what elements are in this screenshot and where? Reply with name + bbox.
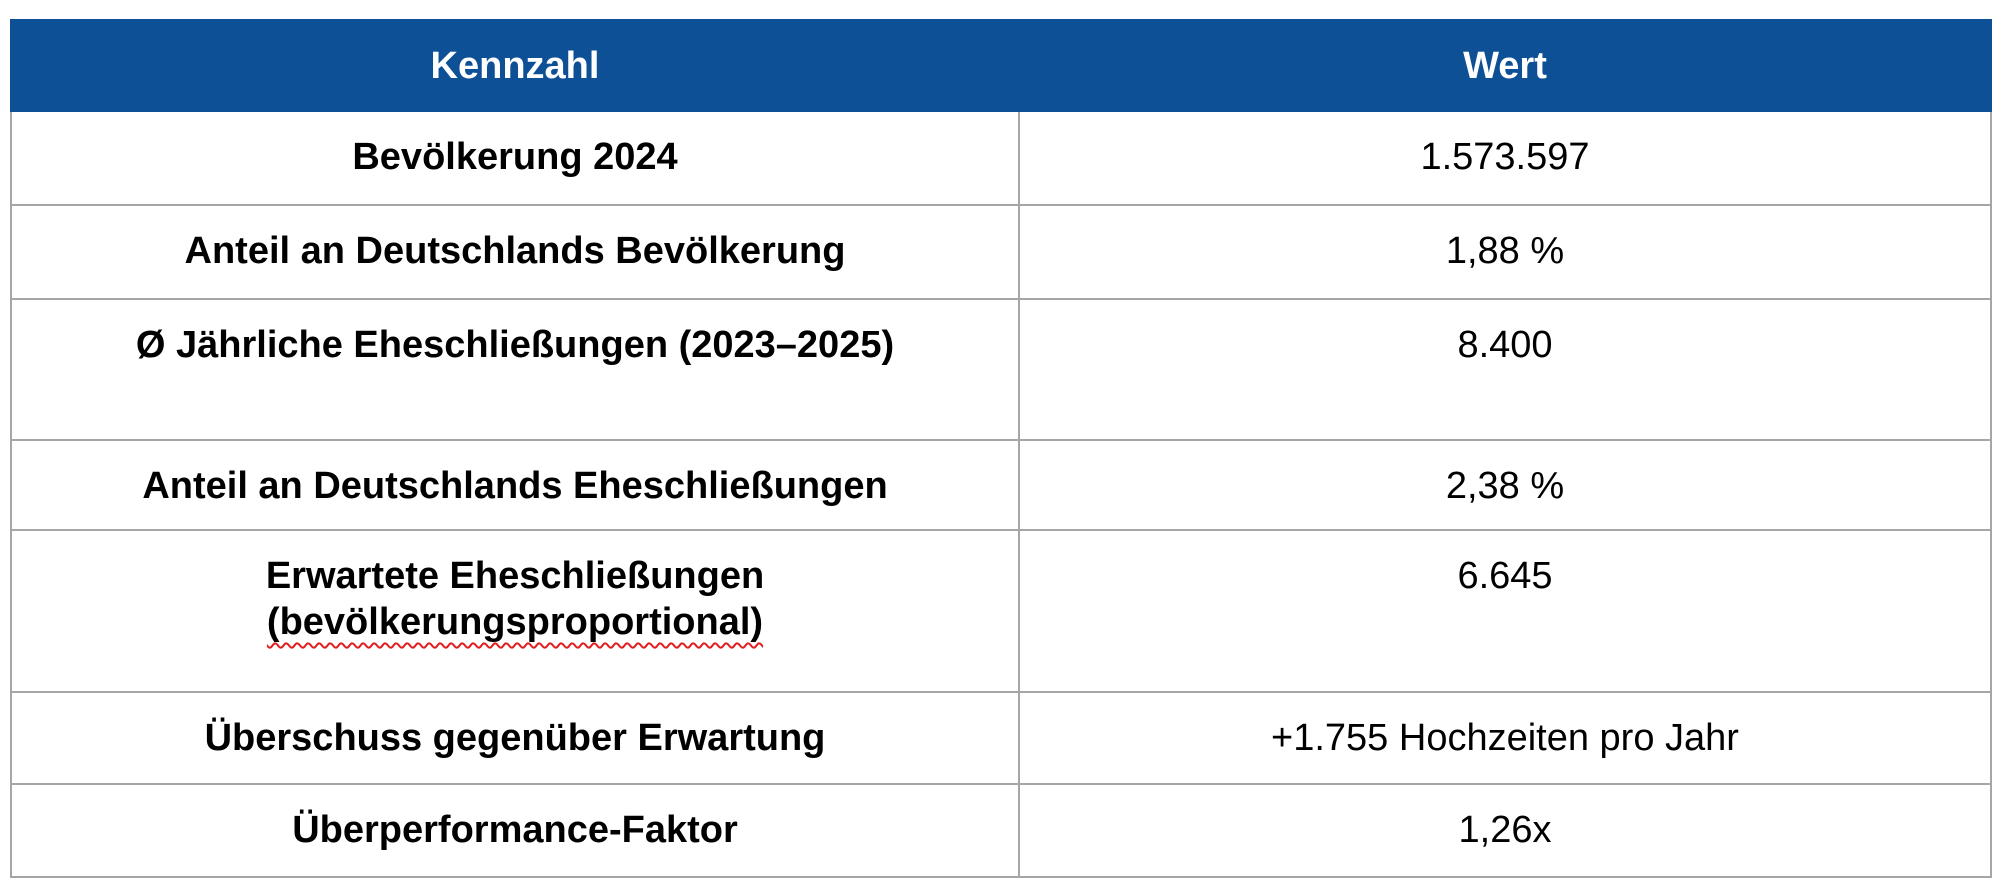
table-row: Bevölkerung 2024 1.573.597 bbox=[10, 110, 1992, 206]
table-row: Überschuss gegenüber Erwartung +1.755 Hoc… bbox=[10, 691, 1992, 785]
table-row: Ø Jährliche Eheschließungen (2023–2025) 8… bbox=[10, 298, 1992, 441]
table-row: Erwartete Eheschließungen (bevölkerungspr… bbox=[10, 529, 1992, 693]
table-row: Anteil an Deutschlands Bevölkerung 1,88 % bbox=[10, 204, 1992, 300]
header-row: Kennzahl Wert bbox=[10, 19, 1992, 112]
cell-line: Erwartete Eheschließungen bbox=[265, 555, 765, 597]
table-row: Anteil an Deutschlands Eheschließungen 2,… bbox=[10, 439, 1992, 531]
value-cell: 6.645 bbox=[1018, 529, 1992, 693]
metric-cell: Erwartete Eheschließungen (bevölkerungspr… bbox=[10, 529, 1020, 693]
value-cell: 1,88 % bbox=[1018, 204, 1992, 300]
metric-cell: Bevölkerung 2024 bbox=[10, 110, 1020, 206]
metric-cell: Ø Jährliche Eheschließungen (2023–2025) bbox=[10, 298, 1020, 441]
value-cell: 2,38 % bbox=[1018, 439, 1992, 531]
cell-line: (bevölkerungsproportional) bbox=[266, 601, 764, 643]
value-cell: 8.400 bbox=[1018, 298, 1992, 441]
metric-cell: Überschuss gegenüber Erwartung bbox=[10, 691, 1020, 785]
value-cell: +1.755 Hochzeiten pro Jahr bbox=[1018, 691, 1992, 785]
header-cell: Wert bbox=[1018, 19, 1992, 112]
table-row: Überperformance-Faktor 1,26x bbox=[10, 783, 1992, 878]
metric-cell: Überperformance-Faktor bbox=[10, 783, 1020, 878]
header-cell: Kennzahl bbox=[10, 19, 1020, 112]
data-table: Kennzahl Wert Bevölkerung 2024 1.573.597 A… bbox=[10, 19, 1992, 878]
metric-cell: Anteil an Deutschlands Bevölkerung bbox=[10, 204, 1020, 300]
metric-cell: Anteil an Deutschlands Eheschließungen bbox=[10, 439, 1020, 531]
table-body: Bevölkerung 2024 1.573.597 Anteil an Deuts… bbox=[10, 110, 1992, 878]
value-cell: 1.573.597 bbox=[1018, 110, 1992, 206]
value-cell: 1,26x bbox=[1018, 783, 1992, 878]
